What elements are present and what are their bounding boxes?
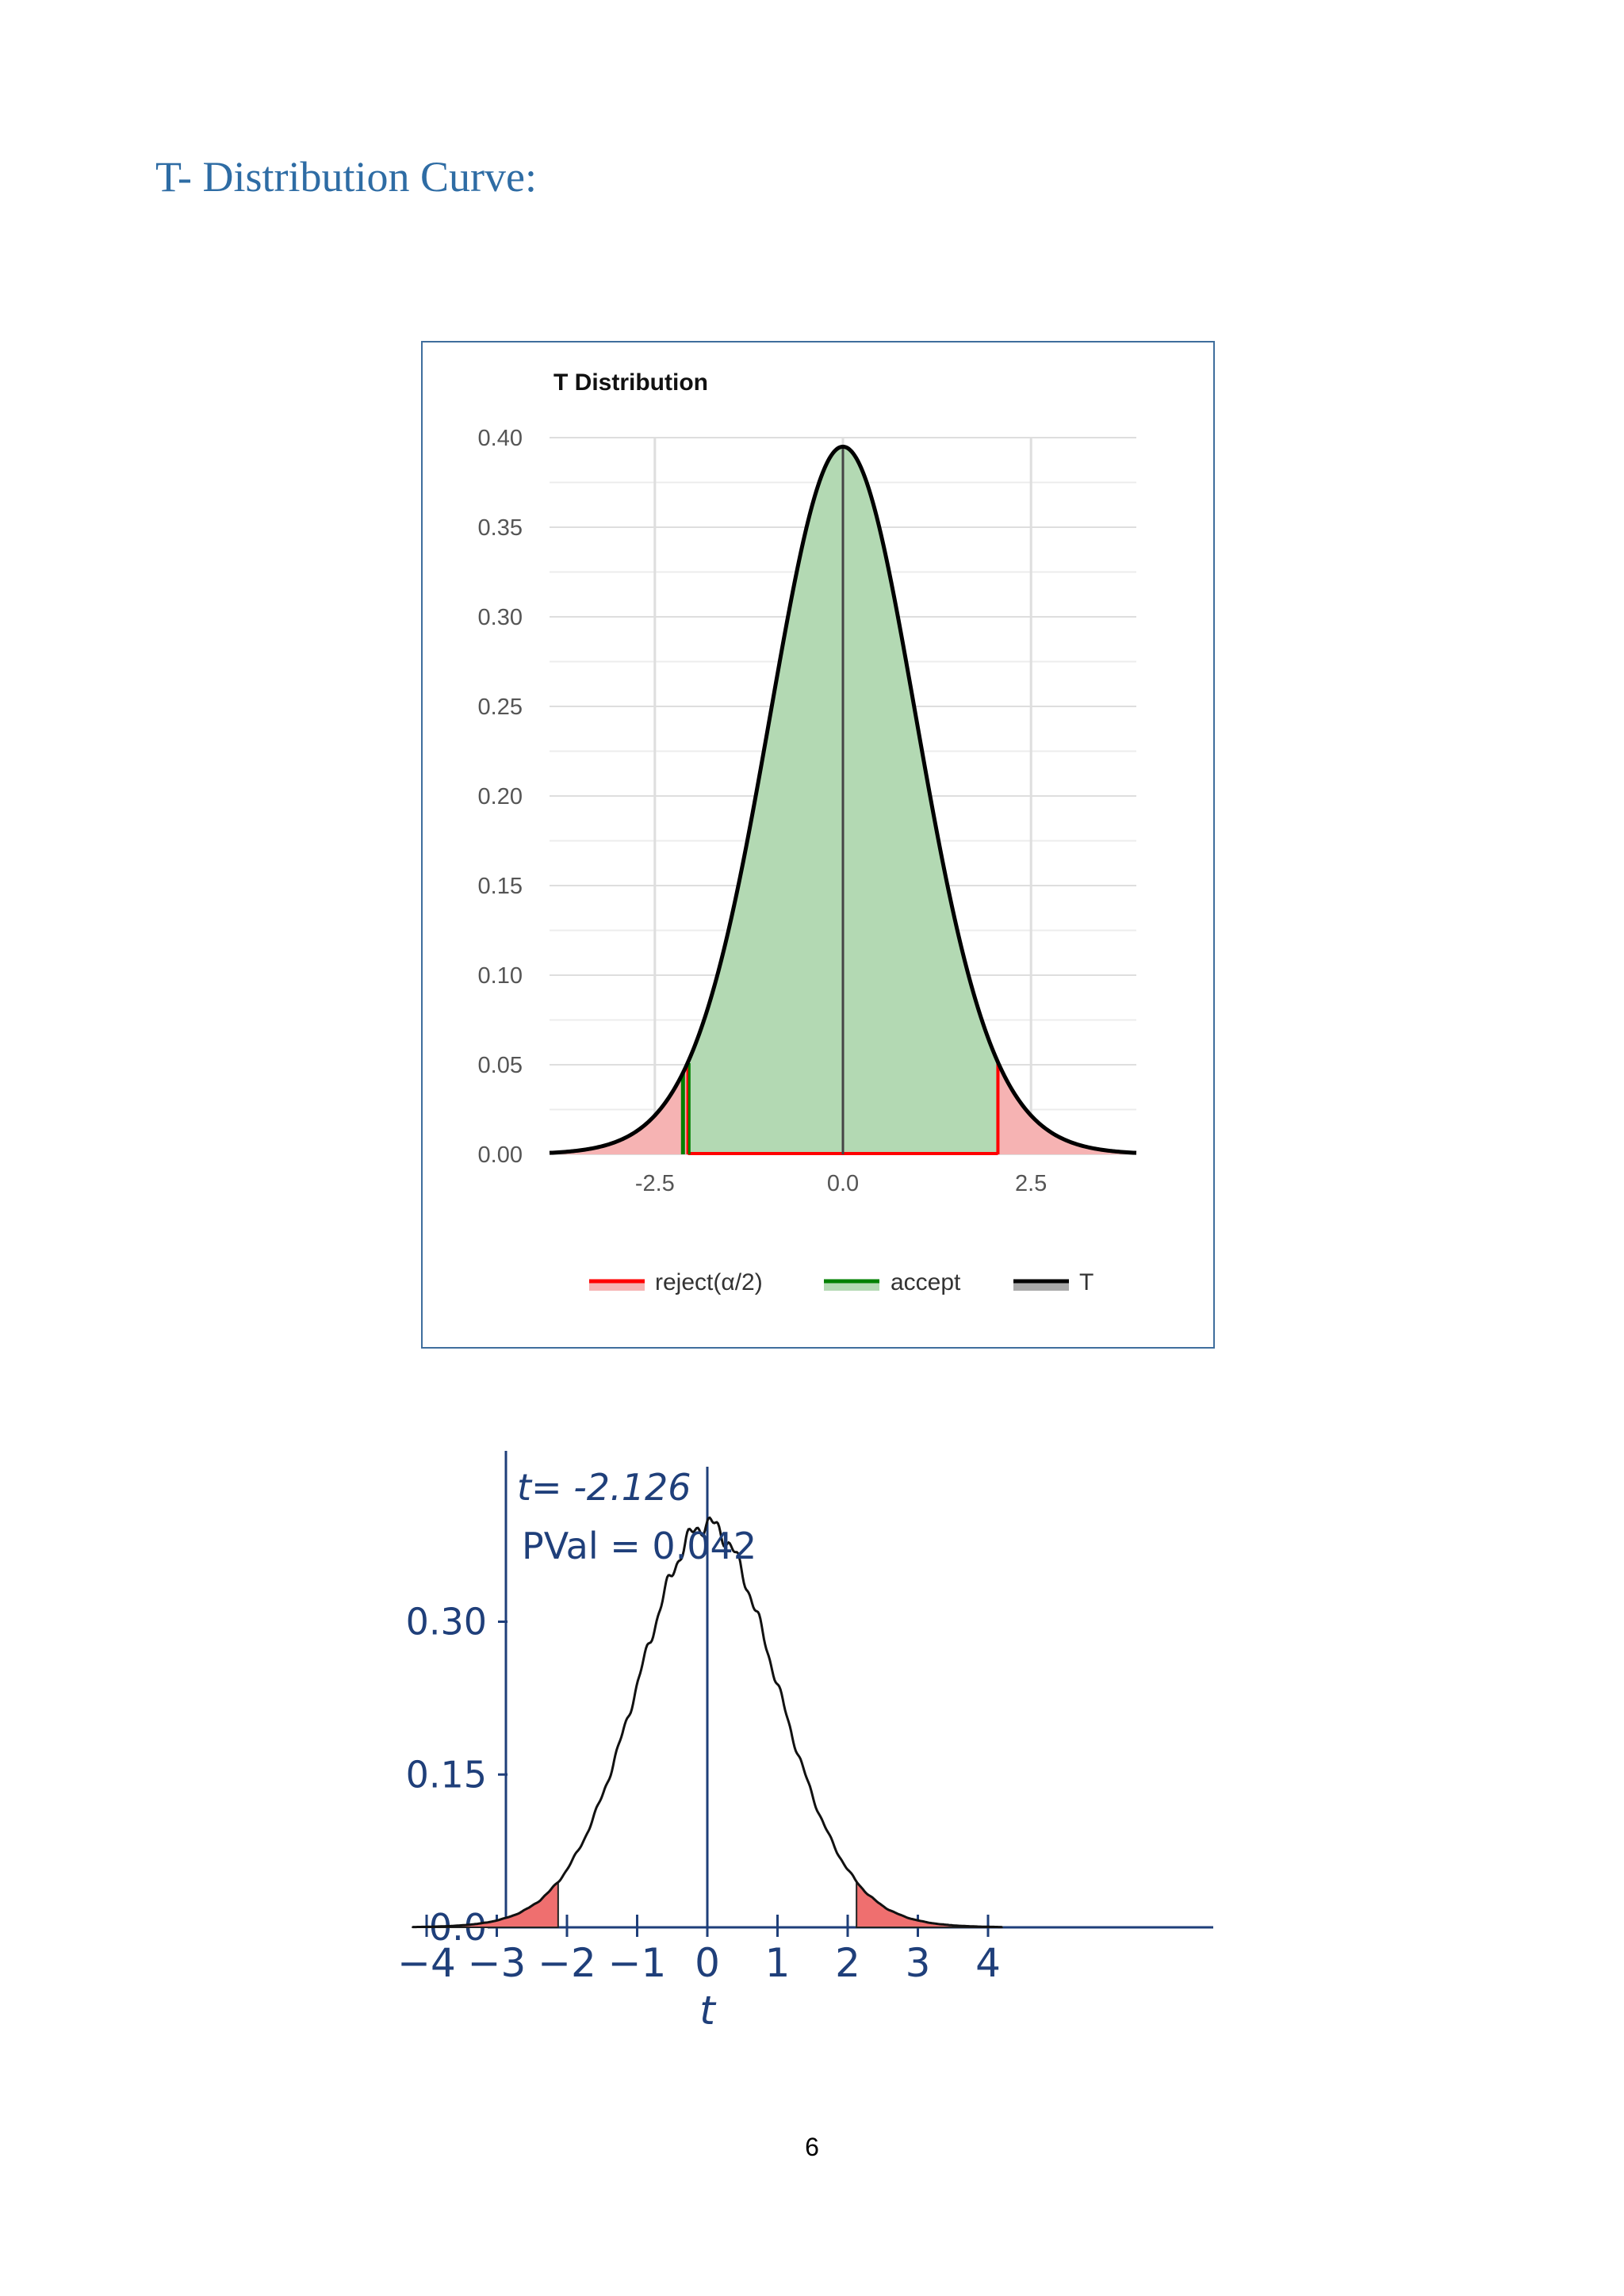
- legend-label-t: T: [1079, 1269, 1094, 1295]
- x-tick-label: 1: [765, 1940, 791, 1986]
- y-tick-label: 0.30: [406, 1601, 487, 1644]
- x-tick-label: -2.5: [635, 1171, 675, 1196]
- chart-title: T Distribution: [553, 369, 708, 396]
- x-tick-label: −2: [538, 1940, 596, 1986]
- annotation-p-value: PVal = 0.042: [522, 1525, 756, 1567]
- y-tick-label: 0.30: [478, 605, 523, 630]
- t-distribution-chart: T Distribution 0.00 0.05 0.10 0.15 0.20 0.25 0.…: [478, 369, 1137, 1295]
- shaded-tail: [856, 1879, 1003, 1928]
- y-tick-label: 0.35: [478, 515, 523, 541]
- x-tick-label: −1: [608, 1940, 667, 1986]
- y-tick-label: 0.25: [478, 695, 523, 720]
- y-tick-label: 0.15: [406, 1753, 487, 1796]
- x-axis-label: t: [699, 1988, 717, 2034]
- legend-swatch-t: [1013, 1281, 1069, 1291]
- reject-region: [998, 1062, 1136, 1154]
- x-tick-label: −3: [468, 1940, 527, 1986]
- reject-region: [550, 1062, 688, 1154]
- t-distribution-chart-frame: T Distribution 0.00 0.05 0.10 0.15 0.20 0.25 0.…: [421, 341, 1215, 1349]
- x-tick-label: 0.0: [827, 1171, 859, 1196]
- y-tick-label: 0.00: [478, 1142, 523, 1168]
- t-density-curve: [549, 444, 1137, 1155]
- y-tick-label: 0.15: [478, 874, 523, 899]
- y-tick-label: 0.05: [478, 1053, 523, 1078]
- y-tick-label: 0.40: [478, 426, 523, 451]
- x-tick-label: 4: [975, 1940, 1001, 1986]
- page-heading: T- Distribution Curve:: [155, 153, 537, 201]
- page-number: 6: [805, 2133, 819, 2161]
- y-tick-label: 0.10: [478, 963, 523, 989]
- x-tick-label: 3: [906, 1940, 931, 1986]
- legend-label-reject: reject(α/2): [655, 1269, 763, 1295]
- y-tick-label: 0.20: [478, 784, 523, 809]
- density-curve: [412, 1516, 1002, 1929]
- legend-label-accept: accept: [891, 1269, 961, 1295]
- legend-swatch-accept: [824, 1281, 879, 1291]
- x-tick-label: 2.5: [1015, 1171, 1047, 1196]
- annotation-t-statistic: t= -2.126: [517, 1466, 691, 1509]
- x-tick-label: −4: [397, 1940, 456, 1986]
- legend-swatch-reject: [589, 1281, 645, 1291]
- x-tick-label: 0: [695, 1940, 720, 1986]
- sketch-chart-frame: 0.0 0.15 0.30 −4 −3 −2 −1 0 1 2 3 4 t t= -2.126 PVal =…: [396, 1443, 1237, 2045]
- x-tick-label: 2: [835, 1940, 860, 1986]
